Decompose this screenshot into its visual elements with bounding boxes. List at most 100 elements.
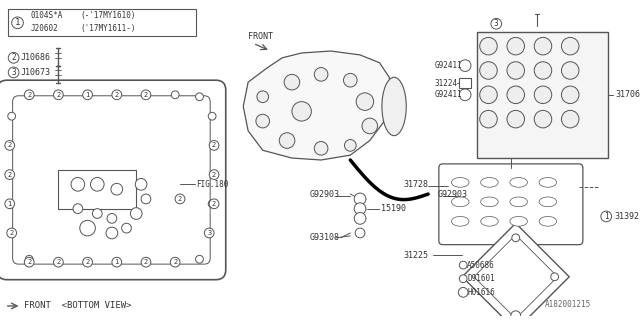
Circle shape: [257, 91, 269, 103]
Ellipse shape: [451, 197, 469, 207]
Circle shape: [292, 102, 312, 121]
Circle shape: [208, 112, 216, 120]
Text: 2: 2: [173, 259, 177, 265]
Circle shape: [172, 91, 179, 99]
Text: D91601: D91601: [467, 274, 495, 283]
Circle shape: [362, 118, 378, 134]
Circle shape: [204, 228, 214, 238]
Circle shape: [113, 91, 121, 99]
Circle shape: [460, 275, 467, 283]
Text: 2: 2: [212, 142, 216, 148]
Ellipse shape: [510, 197, 527, 207]
Text: 2: 2: [212, 201, 216, 207]
Circle shape: [210, 141, 218, 149]
Circle shape: [8, 112, 15, 120]
Text: 2: 2: [56, 259, 61, 265]
Circle shape: [170, 257, 180, 267]
Circle shape: [24, 257, 34, 267]
Circle shape: [507, 110, 525, 128]
Circle shape: [106, 227, 118, 239]
Circle shape: [354, 212, 366, 224]
Ellipse shape: [451, 178, 469, 187]
Circle shape: [112, 257, 122, 267]
Circle shape: [507, 37, 525, 55]
Circle shape: [172, 258, 179, 266]
Circle shape: [551, 273, 559, 281]
Circle shape: [26, 255, 33, 263]
Text: 3: 3: [207, 230, 211, 236]
Circle shape: [54, 90, 63, 100]
Circle shape: [90, 178, 104, 191]
Text: 2: 2: [212, 172, 216, 178]
Text: 2: 2: [27, 92, 31, 98]
Circle shape: [354, 203, 366, 214]
Circle shape: [196, 255, 204, 263]
Circle shape: [135, 179, 147, 190]
Circle shape: [54, 258, 62, 266]
Text: G92411: G92411: [435, 61, 462, 70]
Circle shape: [205, 229, 213, 237]
Circle shape: [460, 261, 467, 269]
Circle shape: [460, 60, 471, 71]
Text: 1: 1: [115, 259, 119, 265]
Ellipse shape: [539, 178, 557, 187]
Circle shape: [6, 200, 13, 208]
Text: 2: 2: [27, 259, 31, 265]
Circle shape: [113, 258, 121, 266]
Circle shape: [284, 74, 300, 90]
Text: J10686: J10686: [20, 53, 51, 62]
Circle shape: [512, 234, 520, 242]
Ellipse shape: [451, 216, 469, 226]
Text: A50686: A50686: [467, 260, 495, 269]
Circle shape: [112, 90, 122, 100]
Circle shape: [561, 86, 579, 104]
Circle shape: [209, 199, 219, 209]
Text: 2: 2: [178, 196, 182, 202]
Circle shape: [344, 73, 357, 87]
Circle shape: [92, 209, 102, 218]
Ellipse shape: [481, 216, 498, 226]
Circle shape: [507, 86, 525, 104]
Circle shape: [314, 141, 328, 155]
FancyBboxPatch shape: [439, 164, 583, 245]
Circle shape: [5, 140, 15, 150]
Ellipse shape: [382, 77, 406, 136]
Circle shape: [354, 193, 366, 205]
Circle shape: [314, 68, 328, 81]
Circle shape: [71, 178, 84, 191]
Circle shape: [80, 220, 95, 236]
Text: 15190: 15190: [381, 204, 406, 213]
Circle shape: [561, 62, 579, 79]
Text: 3: 3: [12, 68, 16, 77]
Text: G92903: G92903: [309, 189, 339, 198]
Circle shape: [491, 19, 502, 29]
Circle shape: [356, 93, 374, 110]
Circle shape: [5, 199, 15, 209]
Circle shape: [279, 133, 295, 148]
Circle shape: [480, 62, 497, 79]
Text: 31225: 31225: [404, 251, 429, 260]
Circle shape: [12, 17, 23, 28]
Circle shape: [8, 67, 19, 78]
Bar: [460, 78, 471, 88]
Text: A182001215: A182001215: [545, 300, 591, 309]
Ellipse shape: [539, 197, 557, 207]
Circle shape: [480, 86, 497, 104]
Circle shape: [111, 183, 123, 195]
Circle shape: [256, 114, 269, 128]
Circle shape: [210, 171, 218, 179]
Text: 1: 1: [604, 212, 609, 221]
Text: 0104S*A: 0104S*A: [30, 11, 63, 20]
Ellipse shape: [481, 178, 498, 187]
Circle shape: [534, 110, 552, 128]
Text: ('17MY1611-): ('17MY1611-): [81, 24, 136, 33]
Text: 31224: 31224: [434, 79, 458, 88]
Circle shape: [196, 93, 204, 101]
Text: 1: 1: [86, 92, 90, 98]
Text: 2: 2: [56, 92, 61, 98]
Circle shape: [26, 91, 33, 99]
Polygon shape: [462, 223, 569, 320]
Text: G92411: G92411: [435, 90, 462, 99]
Text: 2: 2: [10, 230, 14, 236]
Circle shape: [7, 228, 17, 238]
